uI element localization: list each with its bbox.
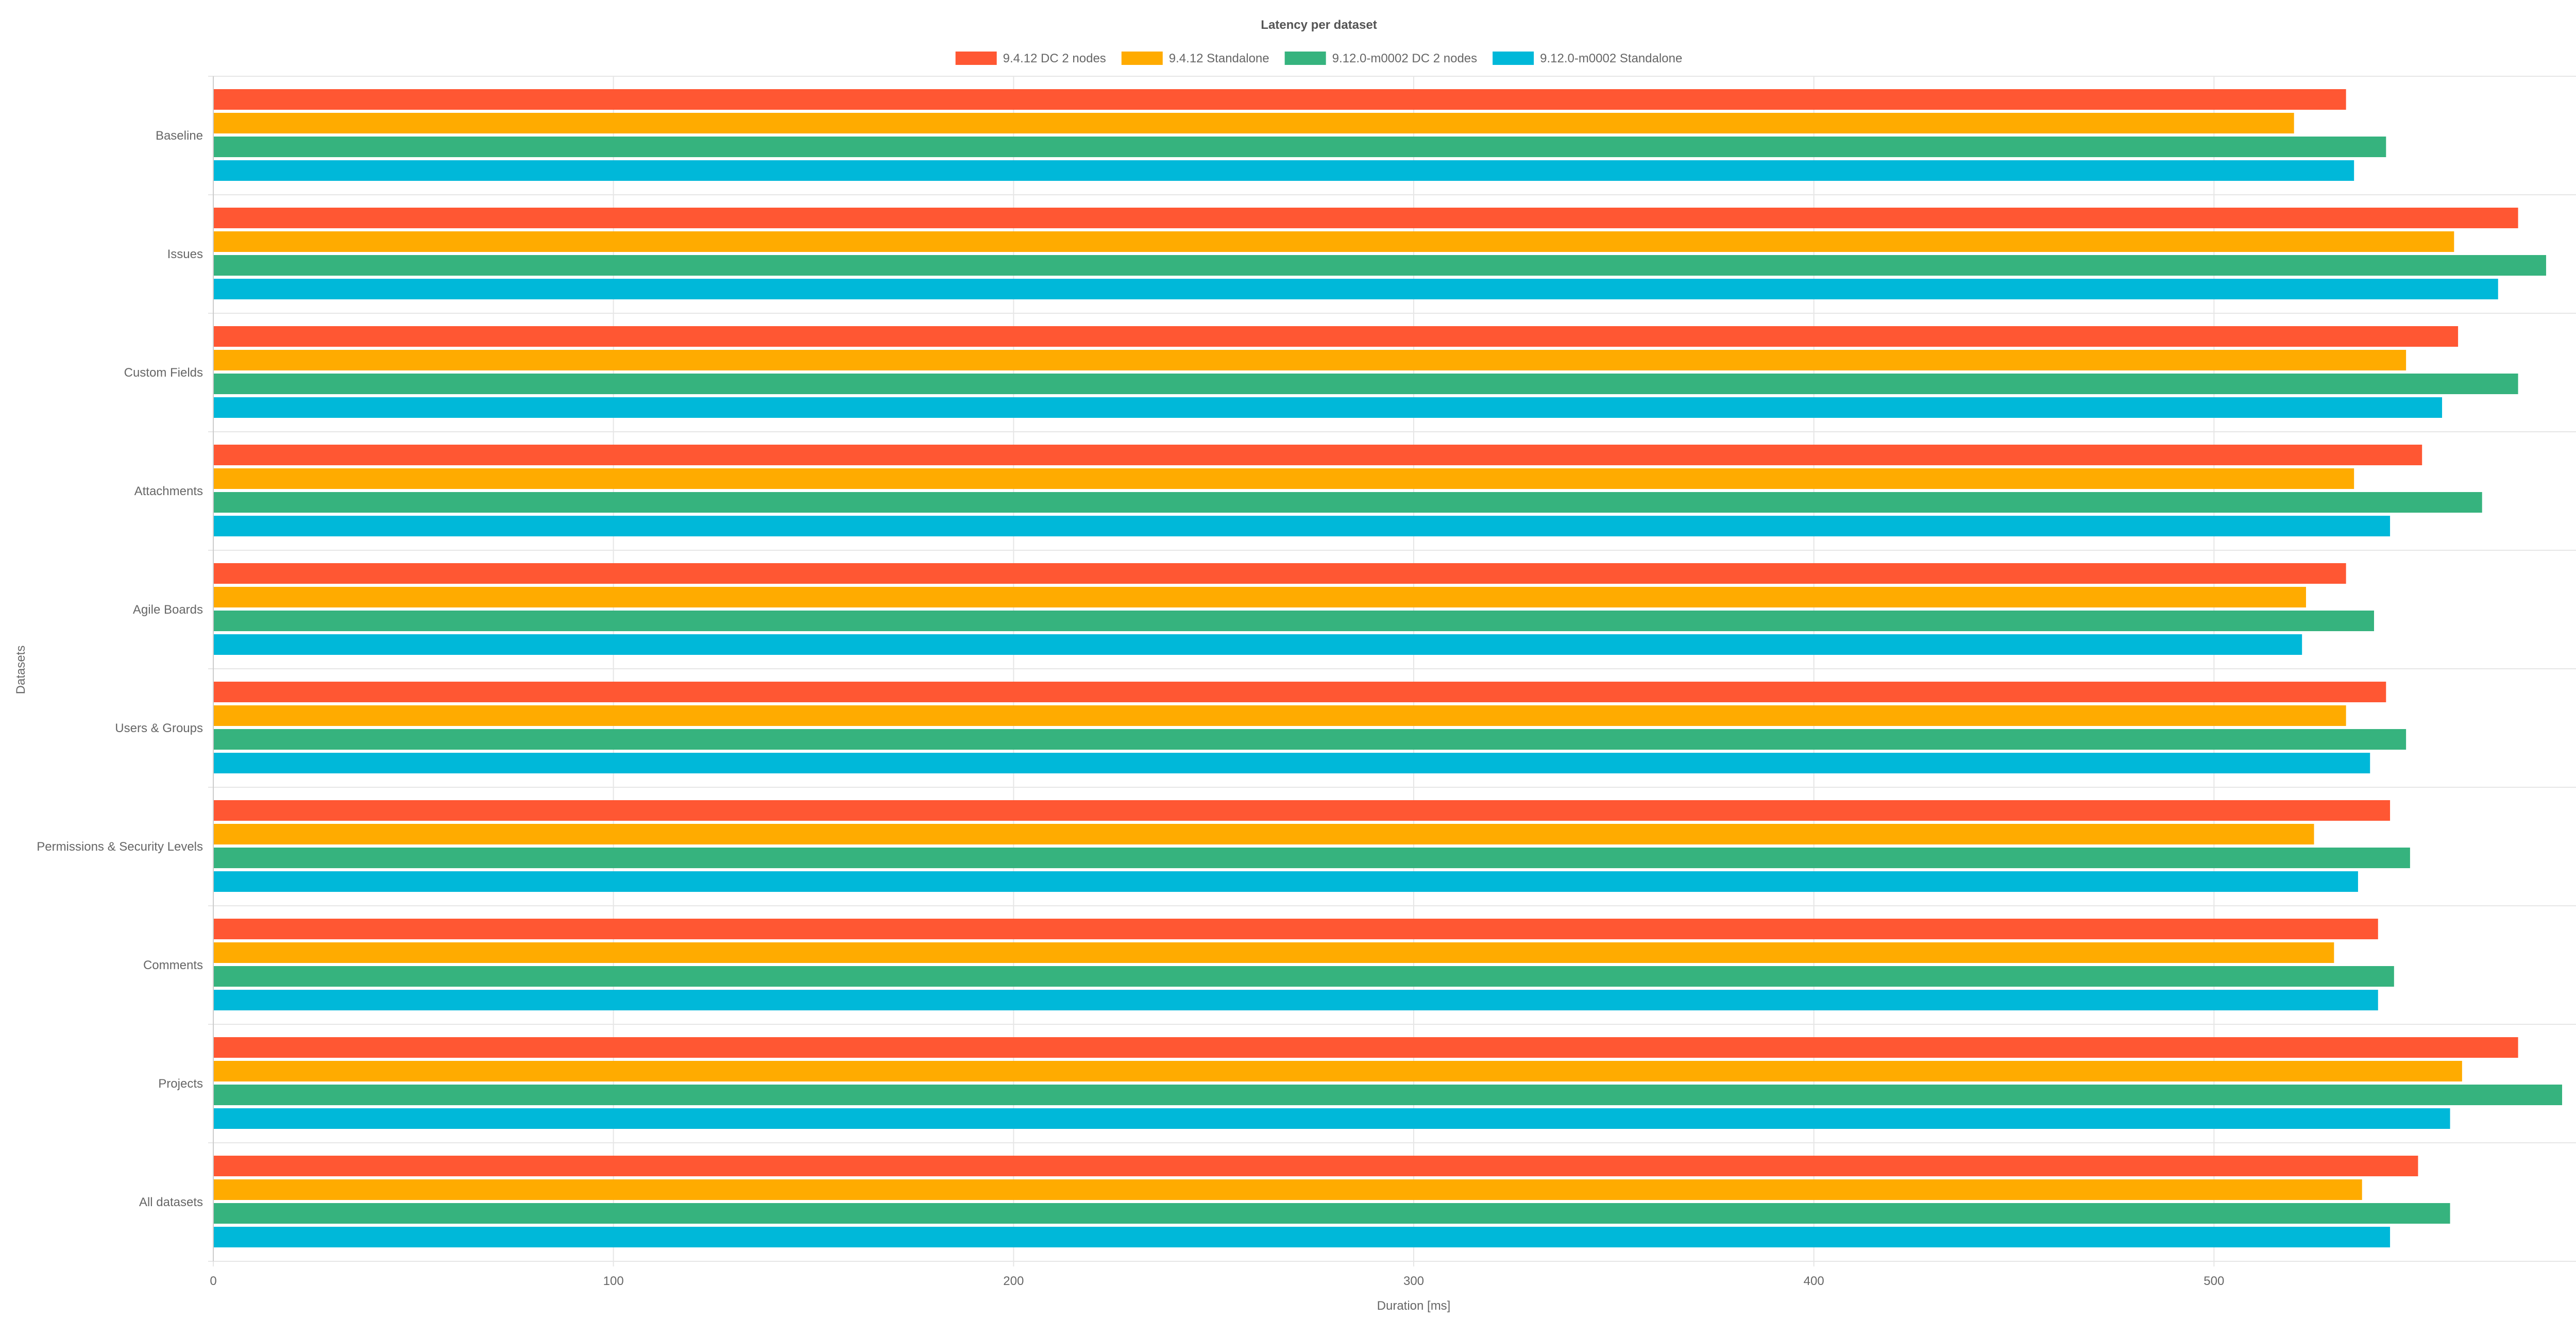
bar[interactable] xyxy=(213,374,2518,394)
legend-label[interactable]: 9.4.12 DC 2 nodes xyxy=(1003,52,1106,65)
bar[interactable] xyxy=(213,682,2386,702)
bar[interactable] xyxy=(213,729,2406,750)
category-label: Attachments xyxy=(134,484,203,498)
x-tick-label: 200 xyxy=(1003,1274,1024,1288)
bar[interactable] xyxy=(213,445,2422,465)
bar[interactable] xyxy=(213,255,2546,276)
legend-swatch[interactable] xyxy=(1493,52,1534,65)
legend-swatch[interactable] xyxy=(955,52,997,65)
bar[interactable] xyxy=(213,1061,2462,1081)
bar[interactable] xyxy=(213,1203,2450,1224)
bar[interactable] xyxy=(213,563,2346,584)
axes: 0100200300400500600BaselineIssuesCustom … xyxy=(37,76,2224,1288)
legend-label[interactable]: 9.12.0-m0002 DC 2 nodes xyxy=(1332,52,1478,65)
bar[interactable] xyxy=(213,1037,2518,1058)
x-tick-label: 0 xyxy=(210,1274,216,1288)
x-tick-label: 100 xyxy=(603,1274,624,1288)
bar[interactable] xyxy=(213,516,2391,536)
category-label: Projects xyxy=(158,1077,203,1091)
bar[interactable] xyxy=(213,1085,2563,1105)
bar[interactable] xyxy=(213,113,2294,133)
bar[interactable] xyxy=(213,160,2354,181)
x-axis-title: Duration [ms] xyxy=(1377,1299,1451,1313)
legend-swatch[interactable] xyxy=(1121,52,1163,65)
bar[interactable] xyxy=(213,208,2518,228)
category-label: Users & Groups xyxy=(115,721,203,735)
legend-label[interactable]: 9.4.12 Standalone xyxy=(1169,52,1269,65)
x-tick-label: 300 xyxy=(1403,1274,1424,1288)
bar[interactable] xyxy=(213,919,2378,939)
bar[interactable] xyxy=(213,990,2378,1010)
bar[interactable] xyxy=(213,397,2443,418)
category-label: Agile Boards xyxy=(133,603,203,617)
category-label: Baseline xyxy=(156,129,203,143)
bar[interactable] xyxy=(213,326,2459,347)
category-label: Permissions & Security Levels xyxy=(37,840,203,854)
bar[interactable] xyxy=(213,1179,2362,1200)
y-axis-title: Datasets xyxy=(14,646,28,695)
bar[interactable] xyxy=(213,611,2374,631)
bar[interactable] xyxy=(213,942,2334,963)
bar[interactable] xyxy=(213,824,2314,844)
bar[interactable] xyxy=(213,89,2346,110)
bar[interactable] xyxy=(213,1227,2391,1247)
category-label: Comments xyxy=(143,958,203,972)
legend: 9.4.12 DC 2 nodes 9.4.12 Standalone 9.12.0… xyxy=(955,52,1682,65)
category-label: Custom Fields xyxy=(124,366,203,380)
bar[interactable] xyxy=(213,350,2406,370)
bar[interactable] xyxy=(213,231,2454,252)
bar[interactable] xyxy=(213,800,2391,821)
bars xyxy=(213,89,2563,1247)
bar[interactable] xyxy=(213,966,2394,987)
bar[interactable] xyxy=(213,848,2410,868)
x-tick-label: 400 xyxy=(1804,1274,1824,1288)
bar[interactable] xyxy=(213,634,2302,655)
legend-swatch[interactable] xyxy=(1284,52,1326,65)
bar[interactable] xyxy=(213,137,2386,157)
bar[interactable] xyxy=(213,468,2354,489)
bar[interactable] xyxy=(213,587,2306,607)
bar[interactable] xyxy=(213,279,2498,299)
bar[interactable] xyxy=(213,705,2346,726)
bar[interactable] xyxy=(213,753,2370,773)
legend-label[interactable]: 9.12.0-m0002 Standalone xyxy=(1540,52,1682,65)
bar[interactable] xyxy=(213,1108,2450,1129)
bar[interactable] xyxy=(213,871,2358,892)
chart-title: Latency per dataset xyxy=(1261,18,1377,32)
x-tick-label: 500 xyxy=(2204,1274,2224,1288)
bar[interactable] xyxy=(213,492,2482,513)
category-label: All datasets xyxy=(139,1195,203,1209)
category-label: Issues xyxy=(167,247,203,261)
bar[interactable] xyxy=(213,1156,2418,1176)
